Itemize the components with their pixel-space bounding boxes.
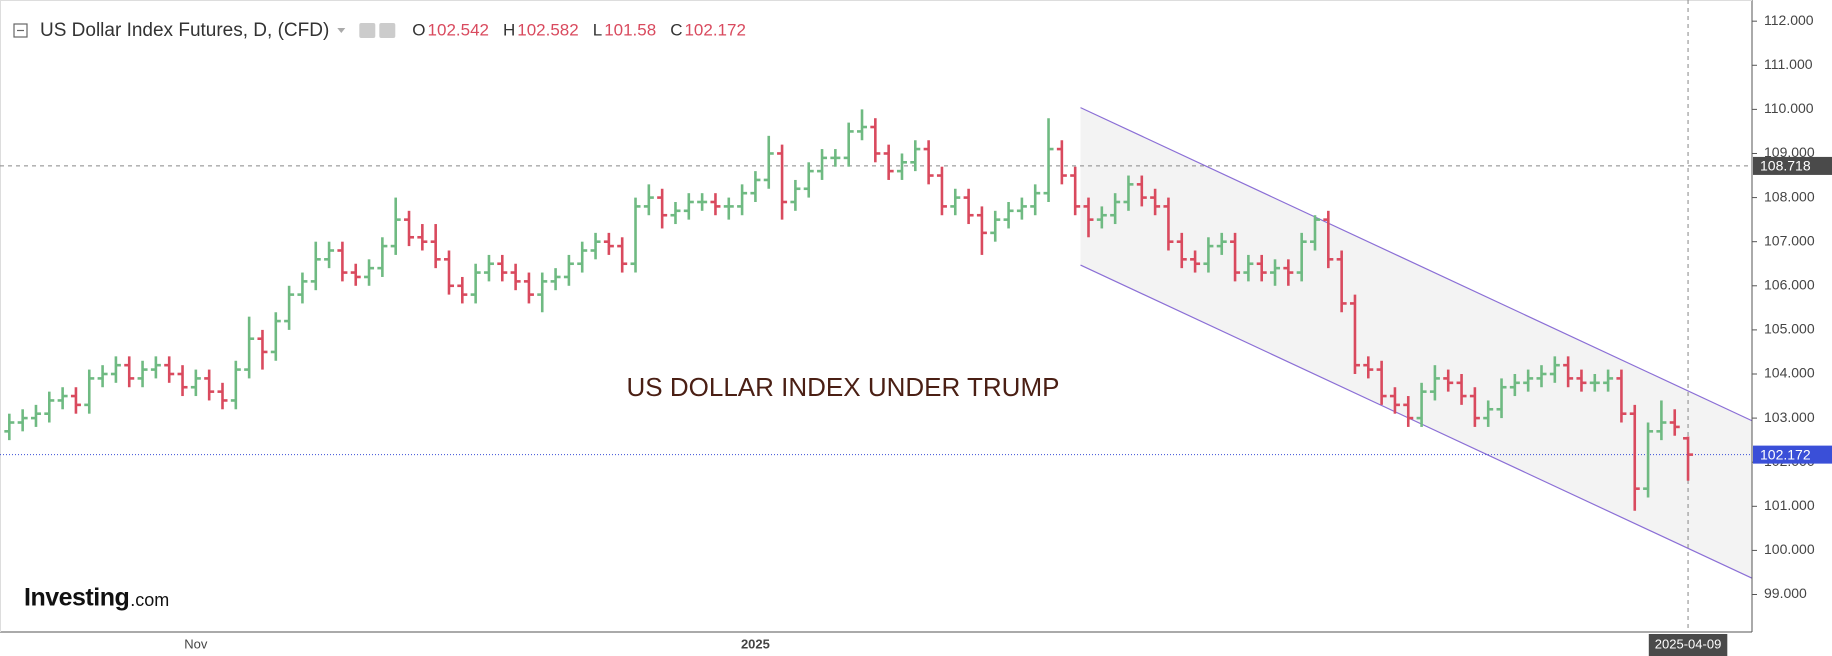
y-tick-label: 100.000 <box>1764 541 1815 557</box>
logo-brand: Investing <box>24 584 129 612</box>
y-tick-label: 106.000 <box>1764 276 1815 292</box>
crosshair-price-label: 108.718 <box>1760 158 1811 174</box>
annotation: US DOLLAR INDEX UNDER TRUMP <box>627 372 1060 402</box>
ohlc-value: 102.582 <box>517 20 578 39</box>
ohlc-letter: L <box>593 20 602 39</box>
y-tick-label: 104.000 <box>1764 365 1815 381</box>
y-tick-label: 105.000 <box>1764 321 1815 337</box>
y-tick-label: 103.000 <box>1764 409 1815 425</box>
channel-line <box>1080 107 1753 422</box>
y-tick-label: 112.000 <box>1764 12 1814 28</box>
y-tick-label: 99.000 <box>1764 585 1807 601</box>
y-tick-label: 101.000 <box>1764 497 1815 513</box>
collapse-icon <box>13 23 28 38</box>
chart-title: US Dollar Index Futures, D, (CFD) <box>40 20 329 41</box>
last-price-label: 102.172 <box>1760 446 1811 462</box>
x-tick-label: Nov <box>184 636 208 651</box>
ohlc-value: 102.172 <box>684 20 745 39</box>
y-tick-label: 110.000 <box>1764 100 1814 116</box>
visibility-icon <box>359 23 376 38</box>
x-tick-label: 2025-04-09 <box>1655 636 1722 651</box>
x-crosshair-label-box <box>1648 634 1728 656</box>
y-tick-label: 107.000 <box>1764 232 1815 248</box>
title-dropdown <box>337 28 346 33</box>
y-tick-label: 111.000 <box>1764 56 1813 72</box>
y-tick-label: 108.000 <box>1764 188 1815 204</box>
ohlc-letter: H <box>503 20 515 39</box>
ohlc-letter: O <box>412 20 425 39</box>
ohlc-value: 101.58 <box>604 20 656 39</box>
last-price-label-box <box>1753 445 1832 464</box>
channel-line <box>1080 264 1753 579</box>
ohlc-letter: C <box>670 20 682 39</box>
crosshair-price-label-box <box>1753 156 1832 175</box>
x-tick-label: 2025 <box>741 636 770 651</box>
channel-fill <box>1080 107 1752 579</box>
settings-icon <box>379 23 396 38</box>
logo-suffix: .com <box>130 590 169 610</box>
y-tick-label: 109.000 <box>1764 144 1815 160</box>
ohlc-value: 102.542 <box>428 20 489 39</box>
